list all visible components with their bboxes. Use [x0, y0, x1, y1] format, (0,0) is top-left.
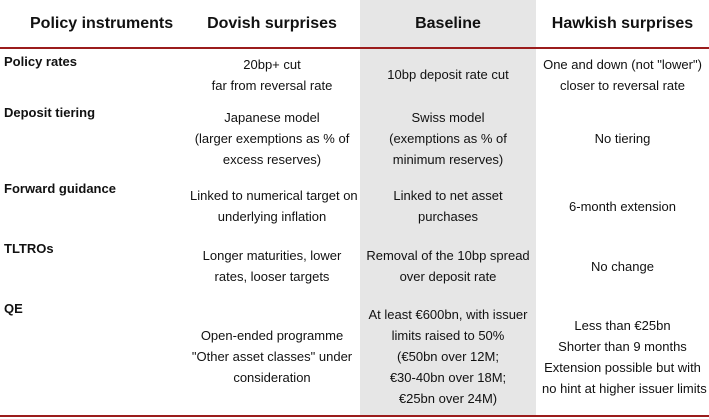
dovish-cell: Open-ended programme "Other asset classes…: [184, 296, 360, 417]
baseline-cell: Removal of the 10bp spread over deposit r…: [360, 236, 536, 296]
cell-line: no hint at higher issuer limits: [542, 380, 707, 396]
cell-line: One and down (not "lower"): [543, 56, 702, 72]
cell-line: rates, looser targets: [214, 269, 330, 284]
cell-line: 10bp deposit rate cut: [387, 67, 509, 82]
cell-line: No tiering: [594, 130, 651, 146]
cell-line: At least €600bn, with issuer: [368, 307, 528, 322]
cell-line: €25bn over 24M): [398, 391, 498, 406]
cell-line: Less than €25bn: [574, 317, 671, 333]
header-baseline: Baseline: [360, 0, 536, 49]
row-label: TLTROs: [4, 241, 54, 256]
hawkish-cell: One and down (not "lower") closer to reve…: [536, 48, 709, 100]
cell-line: (€50bn over 12M;: [397, 349, 499, 364]
cell-line: (exemptions as % of: [389, 130, 507, 146]
cell-line: (larger exemptions as % of: [194, 130, 350, 146]
cell-line: Swiss model: [411, 109, 485, 125]
dovish-cell: Longer maturities, lower rates, looser ta…: [184, 236, 360, 296]
table-row: Forward guidance Linked to numerical targ…: [0, 176, 709, 236]
hawkish-cell: No change: [536, 236, 709, 296]
cell-line: Shorter than 9 months: [558, 338, 687, 354]
table-row: QE Open-ended programme "Other asset class…: [0, 296, 709, 417]
header-row: Policy instruments Dovish surprises Base…: [0, 0, 709, 49]
cell-line: Longer maturities, lower: [202, 248, 342, 263]
table-row: Deposit tiering Japanese model (larger exe…: [0, 100, 709, 176]
cell-line: Linked to net asset: [393, 188, 503, 203]
table-row: Policy rates 20bp+ cut far from reversal r…: [0, 48, 709, 100]
cell-line: underlying inflation: [217, 209, 327, 224]
hawkish-cell: 6-month extension: [536, 176, 709, 236]
row-label: Policy rates: [4, 54, 77, 69]
header-dovish-surprises: Dovish surprises: [184, 0, 360, 49]
hawkish-cell: Less than €25bn Shorter than 9 months Exte…: [536, 296, 709, 417]
row-label: QE: [4, 301, 23, 316]
cell-line: far from reversal rate: [211, 77, 333, 93]
cell-line: Removal of the 10bp spread: [366, 248, 530, 263]
hawkish-cell: No tiering: [536, 100, 709, 176]
cell-line: Japanese model: [224, 109, 320, 125]
row-label: Forward guidance: [4, 181, 116, 196]
cell-line: €30-40bn over 18M;: [389, 370, 507, 385]
table-body: Policy rates 20bp+ cut far from reversal r…: [0, 48, 709, 417]
dovish-cell: Linked to numerical target on underlying …: [184, 176, 360, 236]
cell-line: closer to reversal rate: [560, 77, 685, 93]
cell-line: 20bp+ cut: [243, 56, 301, 72]
cell-line: Open-ended programme: [200, 328, 344, 343]
baseline-cell: 10bp deposit rate cut: [360, 48, 536, 100]
baseline-cell: Linked to net asset purchases: [360, 176, 536, 236]
baseline-cell: Swiss model (exemptions as % of minimum re…: [360, 100, 536, 176]
cell-line: consideration: [233, 370, 311, 385]
dovish-cell: Japanese model (larger exemptions as % of…: [184, 100, 360, 176]
cell-line: purchases: [418, 209, 478, 224]
bottom-rule: [0, 415, 709, 417]
row-label: Deposit tiering: [4, 105, 96, 120]
cell-line: Extension possible but with: [544, 359, 701, 375]
cell-line: minimum reserves): [392, 151, 504, 167]
header-policy-instruments: Policy instruments: [0, 0, 184, 49]
baseline-cell: At least €600bn, with issuer limits raise…: [360, 296, 536, 417]
cell-line: limits raised to 50%: [391, 328, 505, 343]
header-hawkish-surprises: Hawkish surprises: [536, 0, 709, 49]
cell-line: No change: [591, 258, 654, 274]
cell-line: 6-month extension: [569, 198, 676, 214]
cell-line: over deposit rate: [399, 269, 497, 284]
dovish-cell: 20bp+ cut far from reversal rate: [184, 48, 360, 100]
cell-line: excess reserves): [222, 151, 322, 167]
cell-line: Linked to numerical target on: [190, 188, 358, 203]
table-row: TLTROs Longer maturities, lower rates, loo…: [0, 236, 709, 296]
cell-line: "Other asset classes" under: [191, 349, 353, 364]
